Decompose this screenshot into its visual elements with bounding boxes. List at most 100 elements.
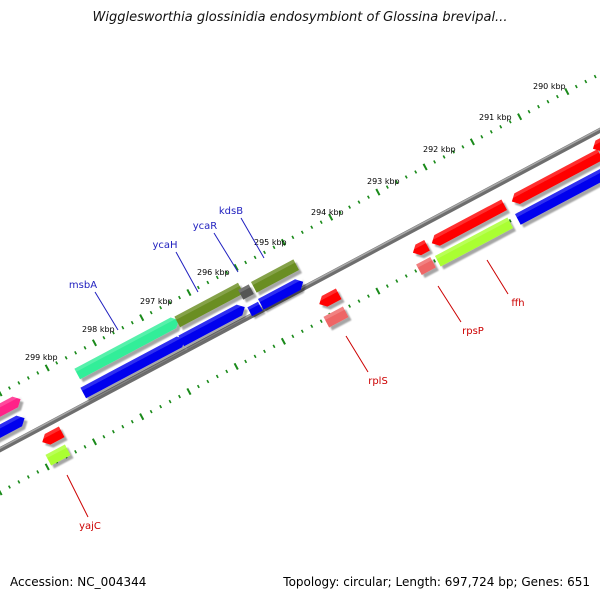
upper-tick bbox=[348, 205, 352, 209]
lower-tick bbox=[17, 480, 21, 484]
upper-tick bbox=[186, 288, 192, 297]
upper-tick bbox=[44, 364, 50, 372]
upper-tick bbox=[280, 238, 286, 246]
upper-tick bbox=[319, 220, 323, 225]
map-title: Wigglesworthia glossinidia endosymbiont … bbox=[92, 10, 508, 25]
lower-tick bbox=[44, 463, 50, 471]
upper-tick bbox=[178, 295, 181, 300]
gene-ffh bbox=[509, 149, 600, 204]
kbp-label: 298 kbp bbox=[82, 325, 115, 334]
upper-tick bbox=[272, 245, 276, 250]
topology-label: Topology: circular; Length: 697,724 bp; … bbox=[283, 575, 590, 589]
gene-rpsP-small bbox=[410, 239, 430, 256]
upper-tick bbox=[215, 275, 219, 280]
upper-tick bbox=[367, 195, 370, 199]
gene-msbA bbox=[74, 314, 179, 380]
lower-tick bbox=[300, 329, 304, 334]
leader-line-ycaR bbox=[213, 232, 239, 273]
lower-tick bbox=[102, 434, 106, 439]
lower-tick bbox=[186, 387, 192, 396]
leader-line-ffh bbox=[486, 259, 509, 295]
cds-kdsB bbox=[257, 276, 304, 310]
cds-partial-left bbox=[0, 412, 25, 444]
cds-ycaR bbox=[247, 301, 263, 317]
upper-tick bbox=[83, 346, 87, 350]
lower-tick bbox=[215, 374, 219, 379]
upper-tick bbox=[517, 113, 523, 121]
gene-label-rplS[interactable]: rplS bbox=[368, 376, 388, 387]
lower-tick bbox=[149, 409, 153, 414]
upper-tick bbox=[584, 79, 588, 84]
cds-ycaH bbox=[178, 301, 245, 347]
lower-tick bbox=[83, 445, 87, 449]
lower-tick bbox=[253, 354, 257, 359]
gene-ycaR bbox=[238, 284, 254, 300]
lower-tick bbox=[508, 218, 512, 223]
gene-label-kdsB[interactable]: kdsB bbox=[219, 206, 243, 217]
gene-label-ffh[interactable]: ffh bbox=[511, 298, 524, 309]
gene-right-edge bbox=[590, 135, 600, 152]
gene-label-ycaR[interactable]: ycaR bbox=[193, 221, 218, 232]
lower-tick bbox=[348, 304, 352, 308]
gene-label-rpsP[interactable]: rpsP bbox=[462, 326, 484, 337]
lower-tick bbox=[385, 284, 389, 288]
upper-tick bbox=[508, 119, 512, 124]
upper-tick bbox=[527, 109, 531, 114]
leader-line-rpsP bbox=[437, 285, 462, 323]
leader-line-ycaH bbox=[175, 251, 199, 293]
kbp-label: 296 kbp bbox=[197, 268, 230, 277]
upper-tick bbox=[375, 188, 381, 196]
upper-tick bbox=[36, 371, 40, 375]
lower-tick bbox=[280, 337, 286, 345]
feature-layer bbox=[0, 135, 600, 466]
lower-tick bbox=[206, 379, 210, 384]
upper-tick bbox=[499, 124, 503, 129]
lower-tick bbox=[111, 429, 115, 434]
lower-tick bbox=[36, 470, 40, 474]
upper-tick bbox=[111, 330, 115, 335]
gene-label-yajC[interactable]: yajC bbox=[79, 521, 101, 532]
upper-tick bbox=[555, 94, 559, 99]
kbp-label: 294 kbp bbox=[311, 208, 344, 217]
upper-tick bbox=[537, 104, 540, 109]
upper-tick bbox=[130, 320, 134, 325]
upper-tick bbox=[55, 361, 59, 365]
gene-rplS bbox=[316, 288, 342, 307]
upper-tick bbox=[338, 210, 342, 214]
upper-tick bbox=[91, 339, 98, 347]
cds-ffh bbox=[515, 167, 600, 225]
upper-tick bbox=[489, 130, 493, 134]
gene-label-ycaH[interactable]: ycaH bbox=[152, 240, 177, 251]
cds-msbA bbox=[80, 333, 185, 399]
lower-tick bbox=[263, 349, 266, 354]
lower-tick bbox=[139, 413, 145, 421]
kbp-label: 299 kbp bbox=[25, 353, 58, 362]
upper-tick bbox=[102, 335, 106, 340]
upper-tick bbox=[414, 170, 418, 174]
lower-tick bbox=[319, 319, 323, 324]
lower-tick bbox=[375, 287, 381, 295]
upper-tick bbox=[139, 314, 145, 322]
upper-tick bbox=[206, 280, 210, 285]
kbp-label: 291 kbp bbox=[479, 113, 512, 122]
upper-tick bbox=[244, 260, 248, 265]
gene-label-msbA[interactable]: msbA bbox=[69, 280, 97, 291]
lower-tick bbox=[272, 344, 276, 349]
upper-tick bbox=[328, 213, 334, 221]
lower-tick bbox=[159, 404, 163, 409]
gene-rpsP bbox=[428, 199, 508, 246]
lower-tick bbox=[225, 369, 229, 374]
upper-tick bbox=[74, 351, 78, 355]
lower-tick bbox=[367, 294, 370, 298]
lower-tick bbox=[310, 324, 314, 329]
upper-tick bbox=[574, 84, 578, 89]
upper-tick bbox=[121, 325, 125, 330]
leader-line-msbA bbox=[94, 291, 119, 331]
leader-line-kdsB bbox=[240, 217, 265, 259]
gene-kdsB bbox=[250, 259, 300, 293]
lower-tick bbox=[291, 334, 295, 339]
upper-tick bbox=[17, 381, 21, 385]
lower-tick bbox=[404, 274, 408, 278]
upper-tick bbox=[300, 230, 304, 235]
